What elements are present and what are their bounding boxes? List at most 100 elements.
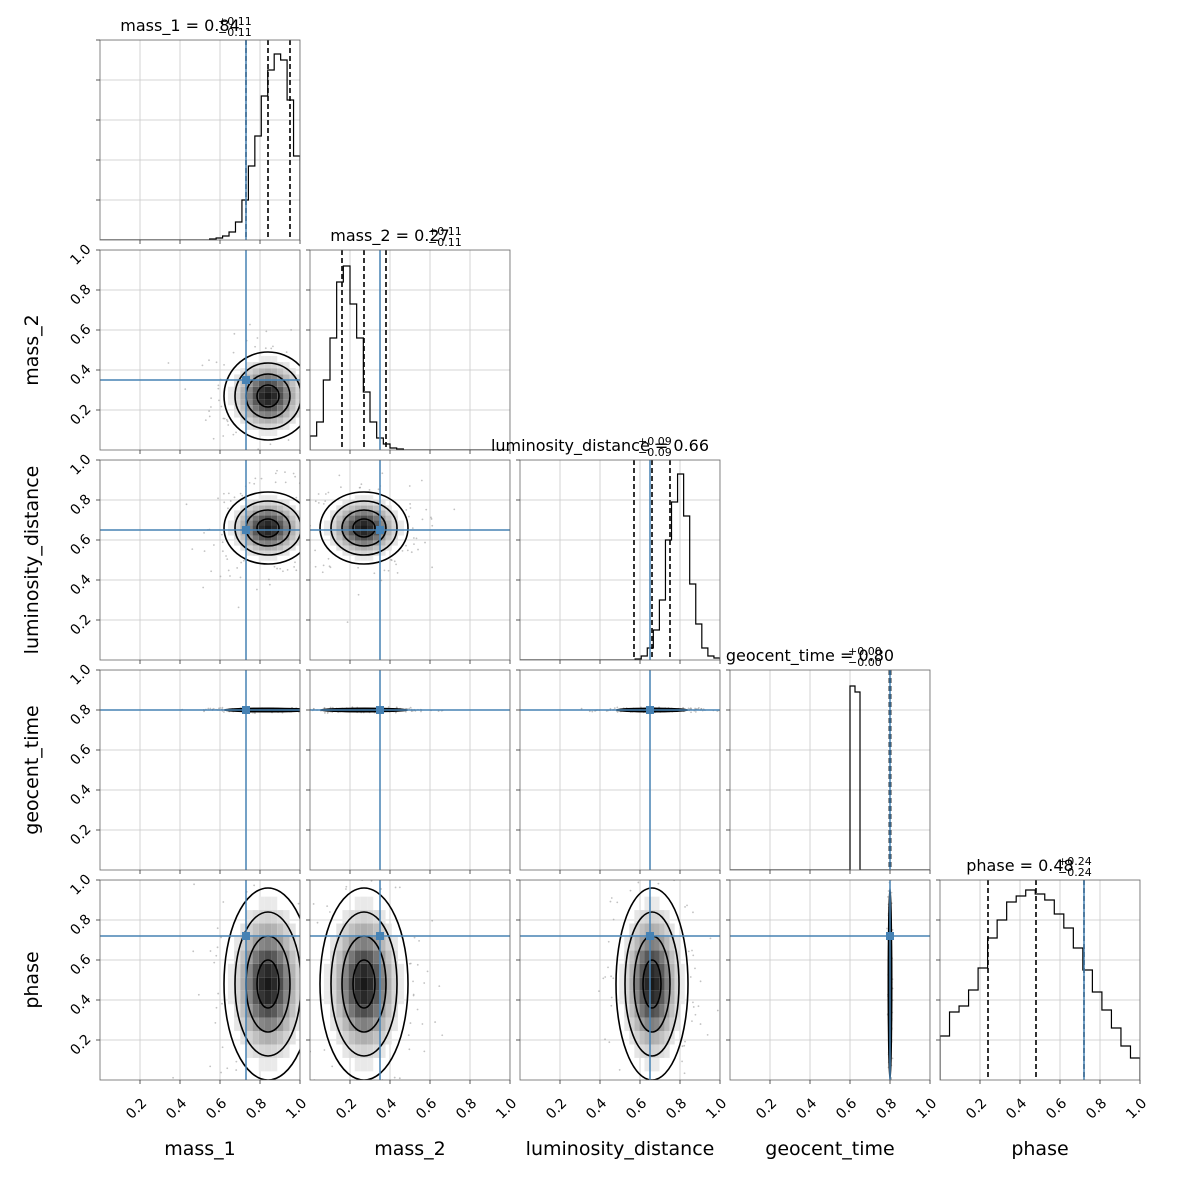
panel-mass_1-geocent_time: 0.2 0.4 0.6 0.8 1.0: [67, 662, 310, 874]
density-cell: [277, 950, 284, 964]
density-cell: [360, 977, 368, 991]
density-cell: [354, 530, 361, 536]
density-cell: [379, 545, 386, 551]
sample-point: [609, 900, 612, 903]
x-tick-label: 0.6: [413, 1095, 440, 1122]
sample-point: [346, 403, 348, 405]
density-cell: [644, 936, 650, 951]
density-cell: [348, 530, 355, 536]
density-cell: [679, 963, 685, 978]
sample-point: [692, 1006, 695, 1008]
sample-point: [413, 543, 415, 546]
sample-point: [241, 494, 244, 497]
x-tick-label: 0.8: [873, 1095, 900, 1122]
density-cell: [649, 990, 655, 1005]
sample-point: [257, 1133, 259, 1135]
sample-point: [888, 871, 890, 873]
density-cell: [336, 520, 343, 526]
sample-point: [274, 481, 277, 484]
density-cell: [336, 1017, 343, 1032]
y-tick-label: 1.0: [67, 242, 94, 269]
density-cell: [379, 1031, 386, 1045]
sample-point: [167, 362, 170, 364]
panel-frame: [99, 459, 301, 661]
density-cell: [391, 936, 398, 951]
sample-point: [358, 486, 361, 489]
density-cell: [360, 520, 368, 526]
sample-point: [316, 921, 319, 924]
density-cell: [240, 1017, 247, 1032]
panel-content: [100, 880, 309, 1135]
density-cell: [264, 386, 272, 393]
sample-point: [252, 1131, 254, 1133]
density-cell: [295, 399, 300, 406]
sample-point: [655, 1118, 657, 1120]
density-cell: [654, 923, 660, 937]
sample-point: [413, 936, 416, 939]
sample-point: [314, 500, 317, 503]
density-cell: [634, 910, 640, 924]
density-cell: [629, 1017, 635, 1032]
density-cell: [644, 963, 650, 978]
density-cell: [240, 411, 247, 418]
density-cell: [264, 963, 272, 978]
panel-mass_2-geocent_time: [306, 669, 511, 874]
sample-point: [411, 527, 414, 530]
contour-2: [234, 911, 300, 1057]
density-cell: [385, 510, 392, 516]
density-cell: [252, 1004, 259, 1018]
density-cell: [624, 977, 630, 991]
sample-point: [398, 886, 401, 889]
sample-point: [626, 874, 628, 876]
y-tick-label: 1.0: [67, 452, 94, 479]
density-cell: [246, 923, 253, 937]
density-cell: [252, 386, 259, 393]
density-cell: [289, 392, 296, 400]
contour-2: [624, 911, 680, 1057]
density-cell: [336, 505, 343, 511]
sample-point: [322, 564, 325, 567]
sample-point: [408, 515, 410, 518]
density-cell: [659, 1004, 665, 1018]
sample-point: [213, 961, 216, 964]
density-cell: [252, 368, 259, 375]
panel-title-luminosity_distance: luminosity_distance = 0.66: [491, 436, 709, 456]
density-cell: [264, 545, 272, 551]
density-cell: [271, 950, 278, 964]
density-cell: [664, 1044, 670, 1058]
sample-point: [612, 977, 615, 980]
sample-point: [303, 535, 305, 537]
density-cell: [360, 950, 368, 964]
sample-point: [269, 443, 272, 446]
sample-point: [676, 861, 678, 863]
panel-frame: [309, 249, 511, 451]
sample-point: [716, 1009, 719, 1012]
sample-point: [310, 352, 312, 354]
density-cell: [289, 936, 296, 951]
density-cell: [669, 990, 675, 1005]
density-cell: [654, 1031, 660, 1045]
sample-point: [381, 472, 384, 475]
density-cell: [629, 963, 635, 978]
y-tick-label: 0.2: [67, 1032, 94, 1059]
truth-marker: [242, 526, 250, 534]
sample-point: [607, 940, 610, 943]
x-tick-label: 0.6: [1043, 1095, 1070, 1122]
sample-point: [208, 410, 211, 412]
density-cell: [330, 936, 337, 951]
sample-point: [431, 566, 434, 569]
sample-point: [197, 993, 200, 996]
density-cell: [664, 963, 670, 978]
sample-point: [292, 472, 295, 475]
sample-point: [307, 1091, 309, 1093]
sample-point: [232, 351, 235, 354]
sample-point: [308, 708, 310, 710]
density-cell: [258, 405, 265, 412]
sample-point: [408, 813, 410, 815]
density-cell: [379, 963, 386, 978]
density-cell: [302, 991, 308, 1004]
density-cell: [360, 515, 368, 521]
contour-0: [256, 959, 280, 1009]
sample-point: [607, 966, 609, 969]
density-cell: [360, 505, 368, 511]
